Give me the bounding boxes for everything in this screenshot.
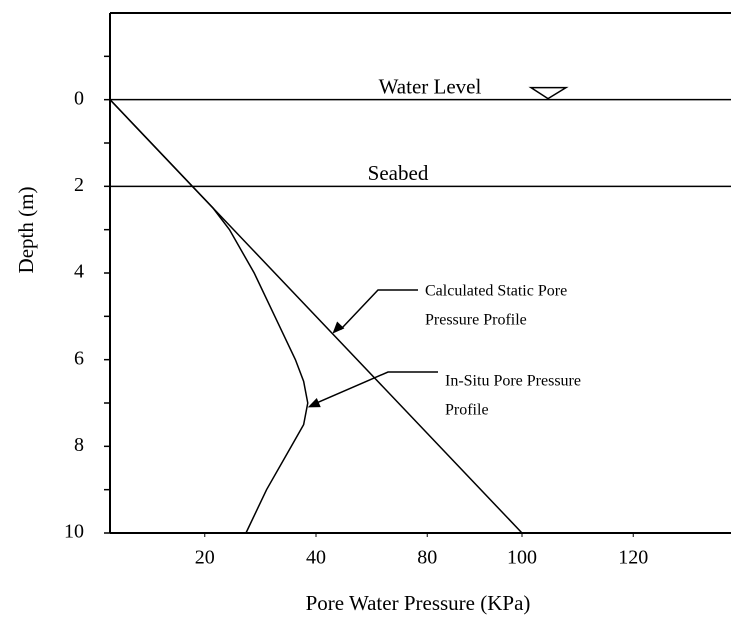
x-tick-label: 100	[507, 547, 537, 569]
x-tick-label: 80	[417, 547, 437, 569]
annotation-text: Pressure Profile	[425, 312, 527, 329]
x-tick-label: 120	[618, 547, 648, 569]
annotation-text: Profile	[445, 402, 489, 419]
level-label: Water Level	[379, 74, 482, 98]
x-tick-label: 40	[306, 547, 326, 569]
y-axis-label: Depth (m)	[14, 187, 38, 274]
annotation-text: In-Situ Pore Pressure	[445, 373, 581, 390]
level-label: Seabed	[368, 161, 429, 185]
y-tick-label: 8	[74, 434, 84, 456]
annotation-arrowhead	[307, 397, 321, 408]
water-level-symbol	[528, 86, 569, 100]
y-tick-label: 10	[64, 521, 84, 543]
y-tick-label: 2	[74, 174, 84, 196]
y-tick-label: 4	[74, 261, 84, 283]
annotation-arrowhead	[332, 321, 345, 334]
annotation-leader	[339, 289, 418, 331]
x-axis-label: Pore Water Pressure (KPa)	[306, 591, 531, 615]
x-tick-label: 20	[195, 547, 215, 569]
annotation-leader	[315, 371, 438, 405]
annotation-text: Calculated Static Pore	[425, 283, 567, 300]
y-tick-label: 0	[74, 87, 84, 109]
data-line	[109, 99, 309, 534]
y-tick-label: 6	[74, 347, 84, 369]
